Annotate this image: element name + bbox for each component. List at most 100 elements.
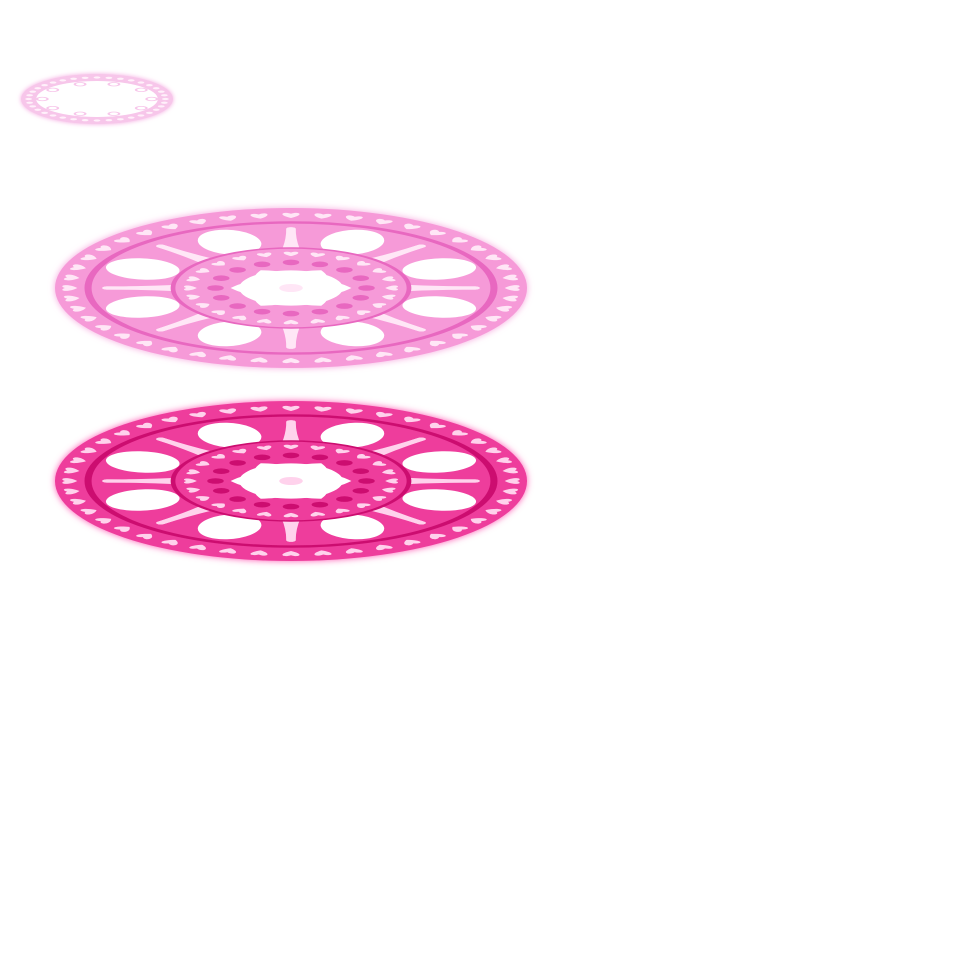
edge-heart: [485, 315, 502, 322]
edge-heart: [70, 305, 86, 312]
edge-heart: [70, 457, 86, 464]
inner-heart: [381, 487, 396, 493]
inner-heart: [195, 303, 210, 308]
hot-pink-lace-doily: [55, 401, 527, 561]
ring-lace-dot: [145, 84, 153, 87]
center-petal: [290, 270, 328, 283]
center-petal: [254, 293, 292, 306]
lace-window: [105, 489, 180, 511]
inner-dot: [212, 275, 230, 282]
center-petal: [290, 486, 328, 499]
inner-dot: [212, 468, 230, 475]
inner-heart: [195, 268, 210, 273]
sprite-body: [55, 401, 527, 561]
edge-heart: [429, 422, 446, 429]
ring-lace-dot: [49, 81, 57, 84]
ring-lace-dot: [116, 118, 124, 121]
inner-heart: [256, 445, 272, 451]
edge-heart: [429, 229, 446, 236]
ring-lace-dot: [116, 77, 124, 80]
inner-dot: [229, 267, 246, 273]
edge-heart: [496, 264, 512, 271]
inner-heart: [310, 445, 326, 451]
ring-lace-dot: [34, 87, 42, 90]
edge-heart: [189, 544, 206, 551]
inner-heart: [385, 285, 399, 291]
inner-heart: [256, 318, 272, 324]
edge-heart: [219, 408, 237, 414]
inner-dot: [282, 310, 300, 317]
inner-dot: [253, 454, 271, 461]
edge-heart: [502, 295, 519, 302]
edge-heart: [219, 355, 237, 361]
edge-heart: [452, 526, 469, 532]
lace-window: [402, 451, 477, 473]
edge-heart: [502, 488, 519, 495]
lace-window: [320, 514, 385, 540]
inner-heart: [385, 478, 399, 484]
inner-dot: [207, 478, 224, 484]
inner-dot: [282, 452, 300, 459]
inner-heart: [211, 503, 225, 508]
inner-heart: [381, 276, 396, 282]
edge-heart: [219, 548, 237, 554]
lace-window: [320, 422, 385, 448]
inner-heart: [357, 310, 371, 315]
inner-dot: [282, 503, 300, 510]
inner-heart: [335, 448, 350, 454]
edge-heart: [161, 346, 178, 353]
inner-dot: [207, 285, 224, 291]
inner-heart: [372, 496, 387, 501]
edge-heart: [161, 539, 178, 546]
lace-window: [105, 296, 180, 318]
center-petal: [317, 281, 352, 295]
inner-heart: [232, 255, 247, 261]
edge-heart: [282, 551, 300, 557]
edge-heart: [282, 405, 300, 411]
edge-heart: [113, 430, 130, 436]
inner-heart: [372, 268, 387, 273]
edge-heart: [113, 237, 130, 243]
ring-lace-dot: [59, 79, 67, 82]
inner-heart: [283, 319, 299, 325]
edge-heart: [452, 333, 469, 339]
edge-heart: [345, 355, 363, 361]
edge-heart: [502, 274, 519, 281]
ring-lace-dot: [157, 105, 165, 108]
inner-heart: [283, 444, 299, 450]
edge-heart: [485, 508, 502, 515]
edge-heart: [95, 245, 112, 251]
inner-heart: [232, 508, 247, 514]
sprite-body: [55, 208, 527, 368]
inner-heart: [183, 285, 197, 291]
inner-dot: [212, 487, 230, 494]
ring-lace-dot: [93, 119, 101, 122]
inner-dot: [336, 460, 353, 466]
edge-heart: [63, 467, 80, 474]
inner-dot: [336, 303, 353, 309]
edge-heart: [189, 351, 206, 358]
edge-heart: [63, 295, 80, 302]
inner-heart: [357, 454, 371, 459]
edge-heart: [136, 533, 153, 540]
lace-window: [402, 258, 477, 280]
inner-heart: [335, 508, 350, 514]
inner-dot: [352, 275, 370, 282]
ring-inner-loop: [134, 87, 148, 93]
edge-heart: [376, 411, 393, 418]
inner-dot: [336, 496, 353, 502]
lace-window: [402, 489, 477, 511]
inner-heart: [357, 261, 371, 266]
ring-lace-dot: [127, 79, 135, 82]
center-dot: [279, 477, 303, 485]
ring-lace-dot: [161, 97, 169, 101]
lace-window: [105, 451, 180, 473]
ring-lace-dot: [81, 119, 89, 122]
inner-heart: [211, 310, 225, 315]
edge-heart: [376, 351, 393, 358]
inner-heart: [283, 512, 299, 518]
inner-heart: [186, 487, 201, 493]
inner-dot: [311, 308, 329, 315]
edge-heart: [496, 305, 512, 312]
edge-heart: [470, 245, 487, 251]
